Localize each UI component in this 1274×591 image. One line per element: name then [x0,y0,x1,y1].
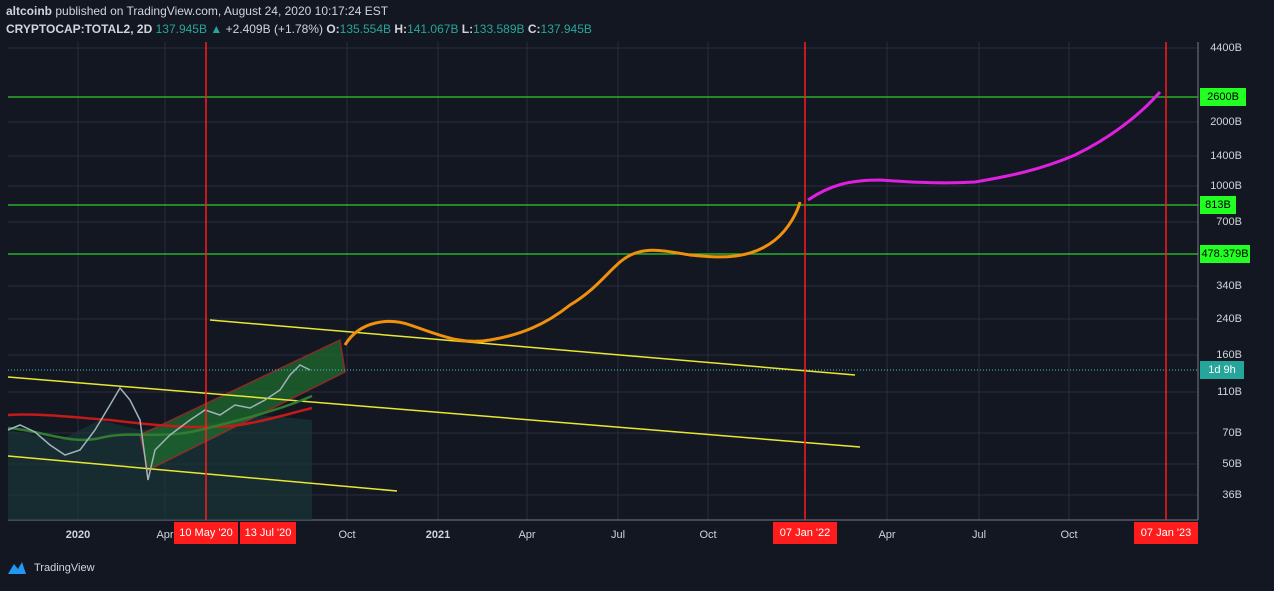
projection-curve [807,91,1162,202]
price-badge-label: 813B [1205,199,1231,211]
date-badge-label: 07 Jan '23 [1141,527,1191,539]
time-label: Oct [338,529,355,541]
date-badge [240,522,296,544]
open: 135.554B [340,22,391,36]
price-label: 160B [1216,349,1242,361]
trend-line [209,319,856,376]
price-label: 700B [1216,216,1242,228]
symbol: CRYPTOCAP:TOTAL2, 2D [6,22,153,36]
price-badge-label: 478.379B [1201,248,1248,260]
price-label: 36B [1222,489,1242,501]
label: C: [528,22,541,36]
price-badge-label: 2600B [1207,91,1239,103]
price-badge [1200,361,1244,379]
date-badge-label: 07 Jan '22 [780,527,830,539]
header-line: altcoinb published on TradingView.com, A… [6,4,389,18]
published: published on TradingView.com, August 24,… [55,4,388,18]
price-label: 2000B [1210,116,1242,128]
author: altcoinb [6,4,52,18]
trend-line [7,455,398,492]
low: 133.589B [473,22,524,36]
price-badge [1200,196,1236,214]
high: 141.067B [407,22,458,36]
volume-area [8,415,312,520]
time-label: Oct [699,529,716,541]
date-badge [1134,522,1198,544]
price-label: 70B [1222,427,1242,439]
brand: TradingView [34,562,95,574]
time-label: Apr [518,529,535,541]
time-label: 2021 [426,529,450,541]
price-series [7,364,311,481]
price-label: 4400B [1210,42,1242,54]
price-badge [1200,245,1250,263]
brand-logo [8,562,26,574]
moving-average [7,394,313,442]
label: L: [462,22,473,36]
price-badge-label: 1d 9h [1208,364,1236,376]
last: 137.945B [156,22,207,36]
time-label: Apr [878,529,895,541]
moving-average [7,406,313,429]
price-label: 240B [1216,313,1242,325]
date-badge-label: 13 Jul '20 [245,527,292,539]
symbol-line: CRYPTOCAP:TOTAL2, 2D 137.945B ▲ +2.409B … [6,22,592,36]
change: +2.409B (+1.78%) [226,22,323,36]
price-label: 110B [1217,386,1242,398]
date-badge-label: 10 May '20 [179,527,232,539]
time-label: Jul [972,529,986,541]
time-label: 2020 [66,529,90,541]
label: O: [326,22,339,36]
price-label: 340B [1216,280,1242,292]
projection-curve [343,201,802,346]
trend-line [7,376,861,448]
time-label: Apr [156,529,173,541]
price-badge [1200,88,1246,106]
date-badge [773,522,837,544]
price-label: 1400B [1210,150,1242,162]
price-label: 1000B [1210,180,1242,192]
label: H: [394,22,407,36]
arrow: ▲ [210,22,222,36]
time-label: Oct [1060,529,1077,541]
close: 137.945B [541,22,592,36]
date-badge [174,522,238,544]
time-label: Jul [611,529,625,541]
price-label: 50B [1222,458,1242,470]
